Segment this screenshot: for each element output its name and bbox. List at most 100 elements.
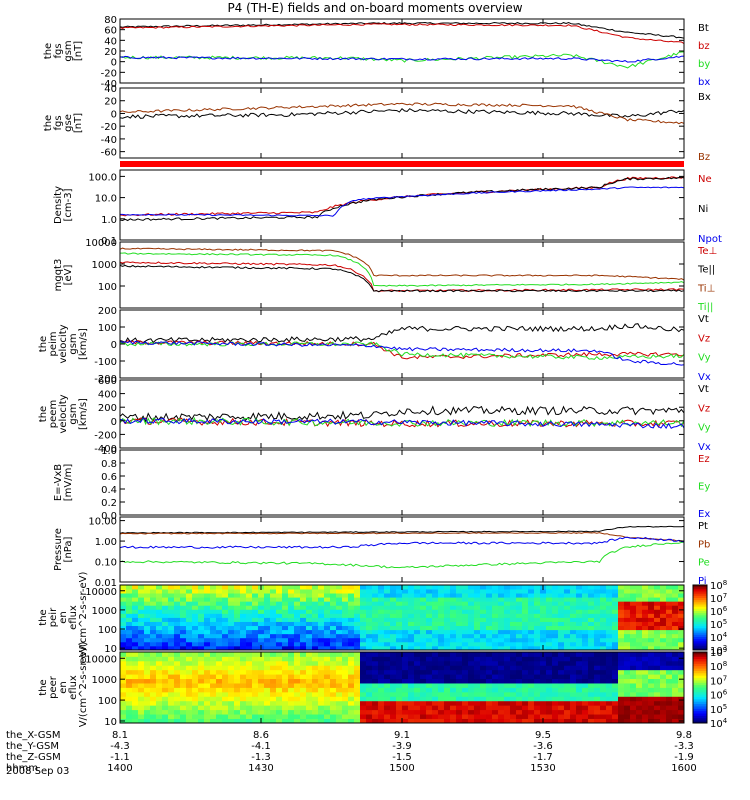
spectrogram-cell: [630, 656, 637, 662]
spectrogram-cell: [318, 683, 325, 688]
spectrogram-cell: [462, 609, 469, 614]
spectrogram-cell: [120, 656, 127, 662]
spectrogram-cell: [630, 714, 637, 719]
spectrogram-cell: [210, 683, 217, 688]
spectrogram-cell: [186, 660, 193, 666]
spectrogram-cell: [486, 605, 493, 610]
colorbar-segment: [693, 619, 707, 623]
spectrogram-cell: [372, 633, 379, 639]
spectrogram-cell: [414, 609, 421, 614]
spectrogram-cell: [306, 601, 313, 606]
spectrogram-cell: [288, 633, 295, 639]
spectrogram-cell: [324, 687, 331, 693]
spectrogram-cell: [402, 700, 409, 706]
spectrogram-cell: [222, 617, 229, 622]
spectrogram-cell: [384, 629, 391, 635]
spectrogram-cell: [408, 660, 415, 666]
spectrogram-cell: [570, 674, 577, 680]
spectrogram-cell: [510, 585, 517, 590]
spectrogram-cell: [168, 718, 175, 724]
spectrogram-cell: [204, 637, 211, 643]
spectrogram-cell: [384, 656, 391, 662]
spectrogram-cell: [204, 709, 211, 715]
spectrogram-cell: [450, 656, 457, 662]
spectrogram-cell: [534, 674, 541, 680]
spectrogram-cell: [120, 683, 127, 688]
footer-value: 8.1: [112, 730, 128, 741]
series-line-peim_velocity: [119, 323, 685, 344]
spectrogram-cell: [534, 613, 541, 618]
spectrogram-cell: [282, 645, 289, 651]
spectrogram-cell: [354, 656, 361, 662]
spectrogram-cell: [456, 669, 463, 675]
spectrogram-cell: [144, 629, 151, 635]
spectrogram-cell: [492, 709, 499, 715]
series-line-pressure: [119, 536, 685, 549]
spectrogram-cell: [576, 629, 583, 635]
spectrogram-cell: [276, 645, 283, 651]
spectrogram-cell: [456, 621, 463, 627]
spectrogram-cell: [576, 683, 583, 688]
spectrogram-cell: [276, 597, 283, 602]
spectrogram-cell: [264, 609, 271, 614]
spectrogram-cell: [678, 696, 685, 702]
spectrogram-cell: [156, 617, 163, 622]
spectrogram-cell: [534, 714, 541, 719]
spectrogram-cell: [552, 585, 559, 590]
spectrogram-cell: [318, 718, 325, 724]
spectrogram-cell: [132, 597, 139, 602]
spectrogram-cell: [630, 691, 637, 697]
spectrogram-cell: [312, 718, 319, 724]
footer-row-label: the_X-GSM: [6, 730, 61, 741]
spectrogram-cell: [666, 597, 673, 602]
spectrogram-cell: [354, 687, 361, 693]
spectrogram-cell: [138, 678, 145, 684]
spectrogram-cell: [672, 652, 679, 657]
spectrogram-cell: [564, 718, 571, 724]
spectrogram-cell: [552, 613, 559, 618]
spectrogram-cell: [204, 601, 211, 606]
spectrogram-cell: [186, 621, 193, 627]
spectrogram-cell: [126, 633, 133, 639]
spectrogram-cell: [240, 696, 247, 702]
spectrogram-cell: [240, 674, 247, 680]
spectrogram-cell: [324, 629, 331, 635]
spectrogram-cell: [246, 700, 253, 706]
spectrogram-cell: [528, 629, 535, 635]
spectrogram-cell: [474, 660, 481, 666]
spectrogram-cell: [132, 629, 139, 635]
spectrogram-cell: [576, 652, 583, 657]
spectrogram-cell: [546, 605, 553, 610]
spectrogram-cell: [198, 718, 205, 724]
spectrogram-cell: [522, 625, 529, 631]
spectrogram-cell: [408, 597, 415, 602]
spectrogram-cell: [606, 637, 613, 643]
spectrogram-cell: [528, 625, 535, 631]
footer-row: the_Z-GSM -1.1 -1.3 -1.5 -1.7 -1.9: [0, 752, 750, 763]
spectrogram-cell: [198, 633, 205, 639]
spectrogram-cell: [186, 665, 193, 671]
spectrogram-cell: [528, 665, 535, 671]
spectrogram-cell: [630, 637, 637, 643]
spectrogram-cell: [228, 645, 235, 651]
spectrogram-cell: [264, 660, 271, 666]
spectrogram-cell: [168, 678, 175, 684]
spectrogram-cell: [294, 605, 301, 610]
spectrogram-cell: [252, 700, 259, 706]
spectrogram-cell: [408, 593, 415, 598]
spectrogram-cell: [192, 709, 199, 715]
spectrogram-cell: [630, 633, 637, 639]
spectrogram-cell: [396, 609, 403, 614]
spectrogram-cell: [246, 621, 253, 627]
spectrogram-cell: [546, 609, 553, 614]
spectrogram-cell: [636, 683, 643, 688]
spectrogram-cell: [258, 589, 265, 594]
spectrogram-cell: [138, 705, 145, 711]
y-axis-label: [km/s]: [78, 398, 89, 430]
spectrogram-cell: [618, 700, 625, 706]
spectrogram-cell: [654, 641, 661, 647]
legend-entry: bz: [698, 41, 710, 52]
spectrogram-cell: [330, 669, 337, 675]
spectrogram-cell: [282, 605, 289, 610]
plot-frame: [119, 449, 685, 516]
